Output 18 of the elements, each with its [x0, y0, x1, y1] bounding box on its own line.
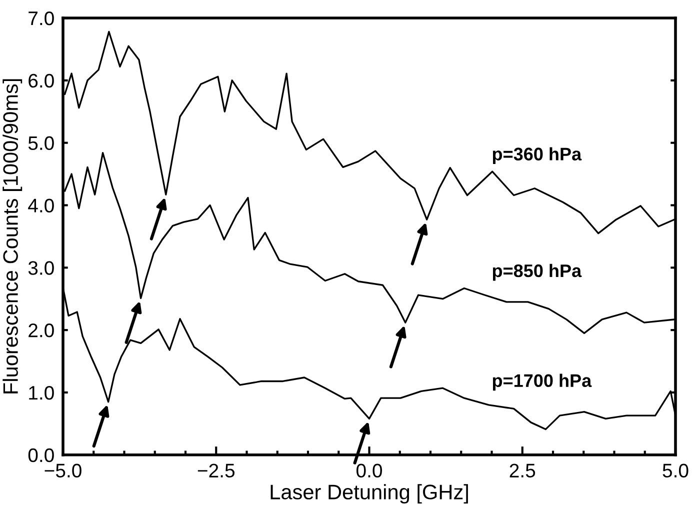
series-label: p=850 hPa	[492, 264, 582, 281]
series-label: p=1700 hPa	[492, 374, 592, 391]
y-tick-label: 6.0	[28, 74, 54, 88]
y-tick-label: 0.0	[28, 448, 54, 462]
x-tick-label: −5.0	[44, 464, 82, 478]
series-label: p=360 hPa	[492, 147, 582, 164]
y-tick-label: 5.0	[28, 136, 54, 150]
x-tick-label: 5.0	[662, 464, 688, 478]
x-tick-label: 0.0	[356, 464, 382, 478]
x-axis-title: Laser Detuning [GHz]	[270, 484, 468, 504]
y-tick-label: 2.0	[28, 324, 54, 338]
y-tick-label: 4.0	[28, 198, 54, 212]
y-axis-title: Fluorescence Counts [1000/90ms]	[2, 79, 22, 394]
y-tick-label: 1.0	[29, 386, 54, 400]
x-tick-label: −2.5	[198, 464, 235, 478]
y-tick-label: 3.0	[28, 261, 54, 275]
y-tick-label: 7.0	[28, 11, 54, 26]
x-tick-label: 2.5	[510, 464, 536, 478]
